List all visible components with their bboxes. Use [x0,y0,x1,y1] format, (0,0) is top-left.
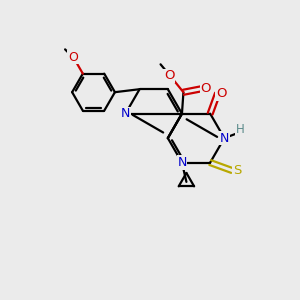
Text: O: O [68,51,78,64]
Text: N: N [220,132,229,145]
Text: S: S [233,164,241,177]
Text: H: H [236,123,244,136]
Text: O: O [164,69,174,82]
Text: O: O [200,82,211,94]
Text: O: O [216,87,226,100]
Text: N: N [121,107,130,120]
Text: N: N [177,156,187,169]
